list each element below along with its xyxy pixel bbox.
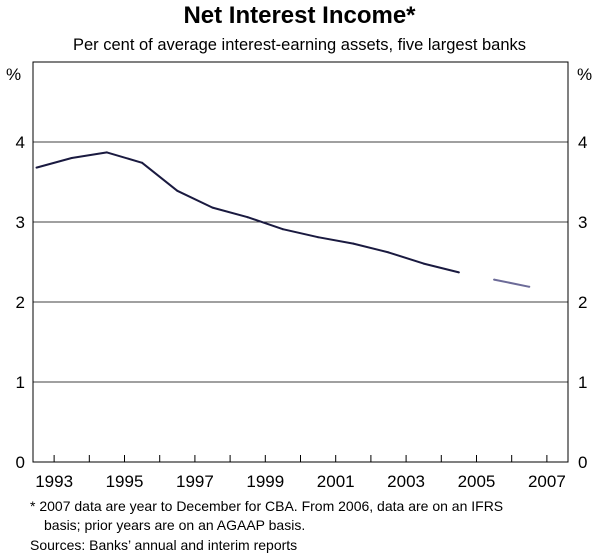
data-point [317, 236, 320, 239]
plot-frame [32, 61, 569, 463]
x-tick-label: 2005 [458, 472, 496, 491]
data-point [105, 151, 108, 154]
data-point [176, 189, 179, 192]
series-group [35, 151, 531, 288]
x-tick-label: 2001 [317, 472, 355, 491]
sources-note: Sources: Banks’ annual and interim repor… [30, 537, 298, 553]
y-tick-label-left: 1 [16, 373, 25, 392]
series-line-2 [493, 278, 530, 288]
footnote-line-2: basis; prior years are on an AGAAP basis… [44, 517, 306, 533]
data-point [141, 161, 144, 164]
y-tick-label-right: 2 [578, 293, 587, 312]
data-point [493, 278, 496, 281]
data-point [422, 262, 425, 265]
data-point [281, 228, 284, 231]
y-tick-label-right: 0 [578, 453, 587, 472]
data-point [70, 157, 73, 159]
y-tick-label-right: 1 [578, 373, 587, 392]
y-unit-left: % [6, 65, 21, 84]
y-tick-label-left: 2 [16, 293, 25, 312]
x-tick-label: 1999 [246, 472, 284, 491]
data-point [457, 271, 460, 274]
x-tick-label: 1995 [106, 472, 144, 491]
y-tick-label-right: 4 [578, 133, 587, 152]
x-tick-label: 1993 [35, 472, 73, 491]
data-point [246, 216, 249, 219]
data-point [211, 206, 214, 209]
data-point [352, 242, 355, 245]
x-tick-label: 2007 [528, 472, 566, 491]
x-tick-label: 1997 [176, 472, 214, 491]
data-point [387, 251, 390, 254]
footnote-line-1: * 2007 data are year to December for CBA… [30, 498, 504, 514]
y-tick-label-left: 4 [16, 133, 25, 152]
series-line-1 [36, 151, 460, 274]
chart-subtitle: Per cent of average interest-earning ass… [72, 36, 527, 54]
gridlines [33, 141, 568, 383]
chart-title: Net Interest Income* [183, 2, 416, 29]
y-tick-label-left: 0 [16, 453, 25, 472]
data-point [528, 285, 531, 288]
y-unit-right: % [577, 65, 592, 84]
y-tick-label-right: 3 [578, 213, 587, 232]
x-tick-label: 2003 [387, 472, 425, 491]
axis-ticks: 0 0 1 1 2 2 3 3 4 4 1993 1995 1997 1999 2001 2003 2005 20… [16, 133, 588, 491]
data-point [35, 166, 38, 169]
y-tick-label-left: 3 [16, 213, 25, 232]
